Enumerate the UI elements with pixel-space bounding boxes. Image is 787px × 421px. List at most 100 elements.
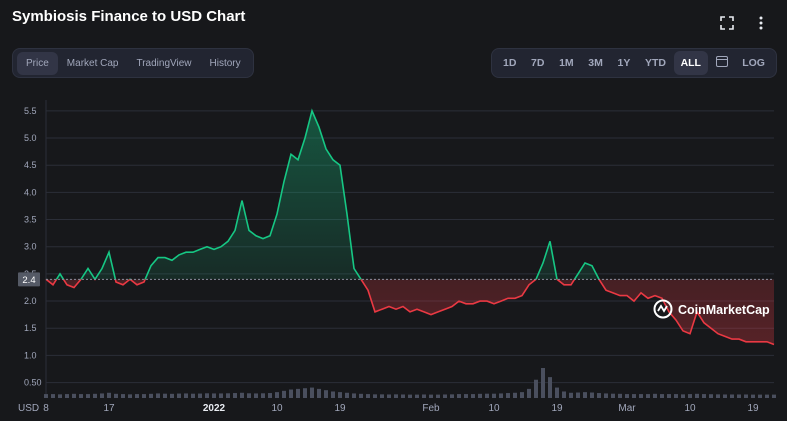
calendar-icon[interactable] [709, 50, 735, 76]
page-title: Symbiosis Finance to USD Chart [12, 8, 246, 25]
volume-bar [338, 392, 342, 398]
volume-bar [415, 394, 419, 398]
volume-bar [289, 389, 293, 398]
y-axis-unit-label: USD [18, 403, 39, 414]
volume-bar [744, 394, 748, 398]
volume-bar [436, 394, 440, 398]
range-1y[interactable]: 1Y [617, 57, 631, 69]
volume-bar [590, 392, 594, 398]
coinmarketcap-logo [653, 299, 673, 319]
volume-bar [345, 392, 349, 398]
volume-bar [184, 393, 188, 398]
volume-bars [44, 368, 776, 398]
volume-bar [121, 394, 125, 398]
volume-bar [443, 394, 447, 398]
baseline-tag [18, 272, 40, 287]
range-7d[interactable]: 7D [531, 57, 545, 69]
volume-bar [100, 393, 104, 398]
volume-bar [688, 394, 692, 398]
volume-bar [86, 394, 90, 398]
watermark: CoinMarketCap [653, 299, 770, 319]
volume-bar [219, 393, 223, 398]
volume-bar [583, 392, 587, 398]
volume-bar [597, 393, 601, 398]
tab-tradingview[interactable]: TradingView [136, 57, 192, 69]
x-tick-label: Mar [618, 403, 636, 414]
volume-bar [716, 394, 720, 398]
x-tick-label: 19 [334, 403, 346, 414]
range-3m[interactable]: 3M [588, 57, 603, 69]
volume-bar [646, 394, 650, 398]
range-1d[interactable]: 1D [503, 57, 517, 69]
x-tick-label: Feb [422, 403, 440, 414]
volume-bar [296, 388, 300, 398]
volume-bar [660, 394, 664, 398]
price-line-up [45, 108, 600, 280]
range-ytd[interactable]: YTD [644, 57, 666, 69]
volume-bar [492, 393, 496, 398]
volume-bar [485, 393, 489, 398]
y-tick-label: 2.0 [24, 296, 37, 306]
volume-bar [576, 392, 580, 398]
volume-bar [163, 393, 167, 398]
volume-bar [674, 394, 678, 398]
volume-bar [366, 394, 370, 398]
volume-bar [450, 394, 454, 398]
volume-bar [170, 393, 174, 398]
volume-bar [527, 388, 531, 398]
tab-price[interactable]: Price [17, 51, 58, 75]
volume-bar [709, 394, 713, 398]
volume-bar [275, 392, 279, 398]
tab-history[interactable]: History [209, 57, 241, 69]
y-tick-label: 3.5 [24, 215, 37, 225]
volume-bar [317, 388, 321, 398]
volume-bar [772, 394, 776, 398]
volume-bar [114, 393, 118, 398]
volume-bar [618, 393, 622, 398]
x-axis: 8 17 2022 10 19 Feb 10 19 Mar 10 19 [43, 403, 759, 414]
expand-icon[interactable] [718, 14, 736, 32]
volume-bar [149, 393, 153, 398]
x-tick-label: 19 [747, 403, 759, 414]
x-tick-label: 2022 [203, 403, 226, 414]
volume-bar [457, 394, 461, 398]
y-tick-label: 5.5 [24, 106, 37, 116]
price-areas [46, 110, 774, 345]
coinmarketcap-logo-mark [657, 304, 668, 313]
volume-bar [639, 394, 643, 398]
range-tabs: 1D 7D 1M 3M 1Y YTD ALL LOG [491, 48, 777, 78]
volume-bar [520, 392, 524, 398]
x-tick-label: 10 [684, 403, 696, 414]
volume-bar [751, 394, 755, 398]
volume-bar [765, 394, 769, 398]
volume-bar [282, 390, 286, 398]
y-tick-label: 4.5 [24, 160, 37, 170]
volume-bar [653, 393, 657, 398]
volume-bar [135, 394, 139, 398]
more-icon[interactable] [752, 14, 770, 32]
y-tick-label: 1.5 [24, 323, 37, 333]
log-scale-toggle[interactable]: LOG [742, 57, 765, 69]
volume-bar [303, 388, 307, 398]
baseline-label: 2.4 [22, 275, 35, 286]
volume-bar [506, 393, 510, 398]
volume-bar [513, 392, 517, 398]
volume-bar [632, 394, 636, 398]
volume-bar [387, 394, 391, 398]
range-all[interactable]: ALL [673, 51, 708, 75]
volume-bar [359, 393, 363, 398]
range-1m[interactable]: 1M [559, 57, 574, 69]
volume-bar [324, 390, 328, 398]
volume-bar [429, 394, 433, 398]
volume-bar [499, 393, 503, 398]
x-tick-label: 19 [551, 403, 563, 414]
x-tick-label: 8 [43, 403, 49, 414]
price-lines [45, 108, 775, 346]
volume-bar [723, 394, 727, 398]
volume-bar [240, 392, 244, 398]
volume-bar [352, 393, 356, 398]
volume-bar [695, 393, 699, 398]
tab-market-cap[interactable]: Market Cap [66, 57, 119, 69]
